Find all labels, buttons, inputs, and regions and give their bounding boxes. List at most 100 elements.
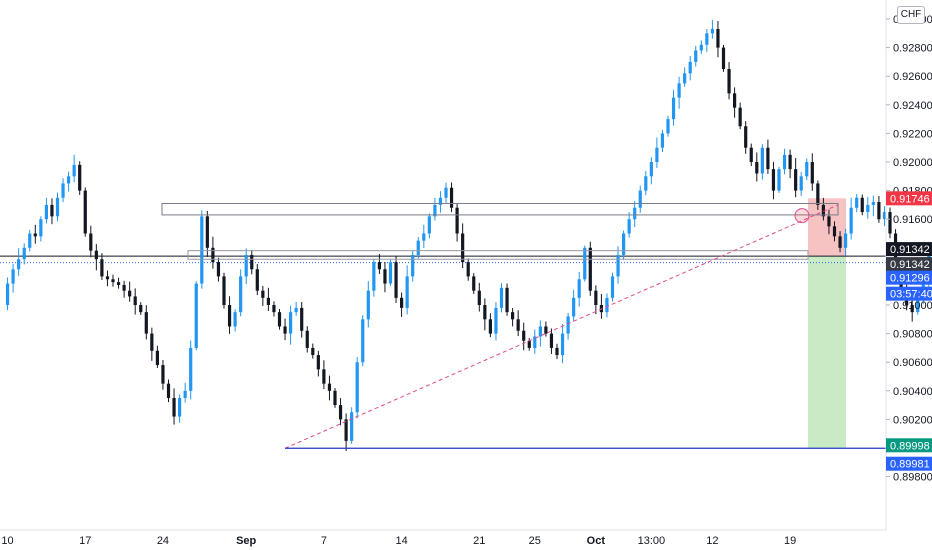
candle-body: [882, 212, 887, 220]
candle-body: [128, 290, 132, 297]
time-tick-label: 10: [1, 535, 13, 547]
candle-body: [844, 233, 848, 248]
candle-body: [771, 169, 776, 191]
candle-body: [538, 326, 542, 337]
candle-body: [100, 259, 104, 277]
candle-body: [649, 162, 653, 177]
price-tick-label: 0.91000: [893, 300, 932, 312]
candle-body: [727, 69, 731, 94]
candle-body: [716, 29, 720, 48]
candle-body: [855, 197, 859, 208]
candle-body: [494, 307, 498, 334]
candle-body: [433, 204, 437, 217]
candle-body: [916, 297, 920, 313]
candle-body: [216, 262, 221, 277]
candle-body: [516, 319, 520, 331]
candle-body: [22, 247, 26, 260]
candle-body: [860, 197, 864, 213]
candle-body: [777, 169, 781, 191]
time-axis[interactable]: 10 17 24 Sep 7 14 21 25 Oct 13:00 12 19: [0, 529, 886, 547]
candle-body: [122, 284, 126, 291]
price-badge-bg-6: [886, 456, 932, 471]
candle-body: [89, 233, 93, 251]
candle-body: [366, 290, 370, 320]
candle-body: [94, 250, 98, 260]
resistance-rectangle: [161, 202, 839, 216]
candle-body: [733, 93, 737, 108]
candle-body: [178, 397, 182, 417]
candle-body: [244, 254, 248, 277]
candle-body: [300, 307, 304, 331]
time-tick-label: Sep: [236, 535, 256, 547]
candle-body: [150, 333, 154, 351]
price-badge-bg-0: [886, 191, 932, 206]
candle-body: [139, 305, 143, 313]
candle-body: [39, 219, 43, 237]
candle-body: [627, 219, 631, 234]
candle-body: [255, 269, 259, 291]
candle-body: [832, 226, 837, 237]
candle-body: [455, 207, 459, 234]
candle-body: [499, 287, 504, 308]
time-tick-label: 13:00: [638, 535, 666, 547]
candle-body: [438, 197, 443, 205]
candle-body: [527, 340, 531, 348]
candle-body: [400, 297, 404, 308]
price-badge-bg-5: [886, 438, 932, 453]
candle-body: [788, 154, 792, 170]
candle-body: [50, 204, 54, 217]
time-tick-label: 12: [706, 535, 718, 547]
candle-body: [910, 305, 914, 313]
candle-body: [644, 176, 648, 191]
candle-body: [821, 204, 825, 217]
drawing-tools[interactable]: [161, 202, 886, 449]
candle-body: [11, 269, 15, 284]
candle-body: [83, 190, 87, 234]
price-tick-label: 0.90800: [893, 329, 932, 341]
time-tick-label: 7: [321, 535, 327, 547]
candle-body: [350, 412, 354, 441]
position-zones: [808, 198, 846, 449]
touch-marker: [794, 208, 810, 224]
candle-body: [133, 296, 137, 305]
time-tick-label: 24: [157, 535, 169, 547]
candle-body: [155, 350, 159, 366]
candle-body: [250, 254, 254, 270]
price-tick-label: 0.91600: [893, 214, 932, 226]
range-rectangle: [187, 250, 809, 260]
candle-body: [760, 147, 764, 174]
candle-body: [511, 312, 515, 320]
candle-body: [116, 282, 121, 285]
candle-body: [183, 390, 187, 398]
candle-body: [5, 283, 10, 305]
price-badge-label-0: 0.91746: [890, 193, 930, 205]
candle-body: [710, 29, 714, 34]
candle-body: [655, 147, 659, 162]
price-tick-label: 0.92600: [893, 71, 932, 83]
candle-body: [466, 262, 470, 277]
candle-body: [660, 133, 665, 148]
time-tick-label: 19: [784, 535, 796, 547]
candle-body: [239, 276, 243, 313]
candle-body: [67, 176, 71, 184]
candle-body: [566, 316, 570, 334]
time-tick-label: 14: [395, 535, 407, 547]
candle-body: [322, 369, 326, 384]
price-tick-label: 0.89800: [893, 472, 932, 484]
candle-body: [866, 204, 870, 213]
currency-label[interactable]: CHF: [897, 6, 925, 24]
candle-body: [610, 276, 615, 298]
candle-body: [422, 233, 426, 241]
candle-body: [283, 326, 287, 334]
price-tick-label: 0.90400: [893, 386, 932, 398]
candle-body: [405, 276, 409, 308]
candle-body: [633, 207, 637, 220]
candle-body: [871, 202, 875, 205]
candle-body: [738, 107, 742, 127]
candle-body: [577, 279, 581, 298]
candle-body: [877, 202, 881, 220]
candle-body: [377, 262, 381, 270]
candle-body: [477, 290, 481, 305]
candle-body: [44, 204, 48, 220]
